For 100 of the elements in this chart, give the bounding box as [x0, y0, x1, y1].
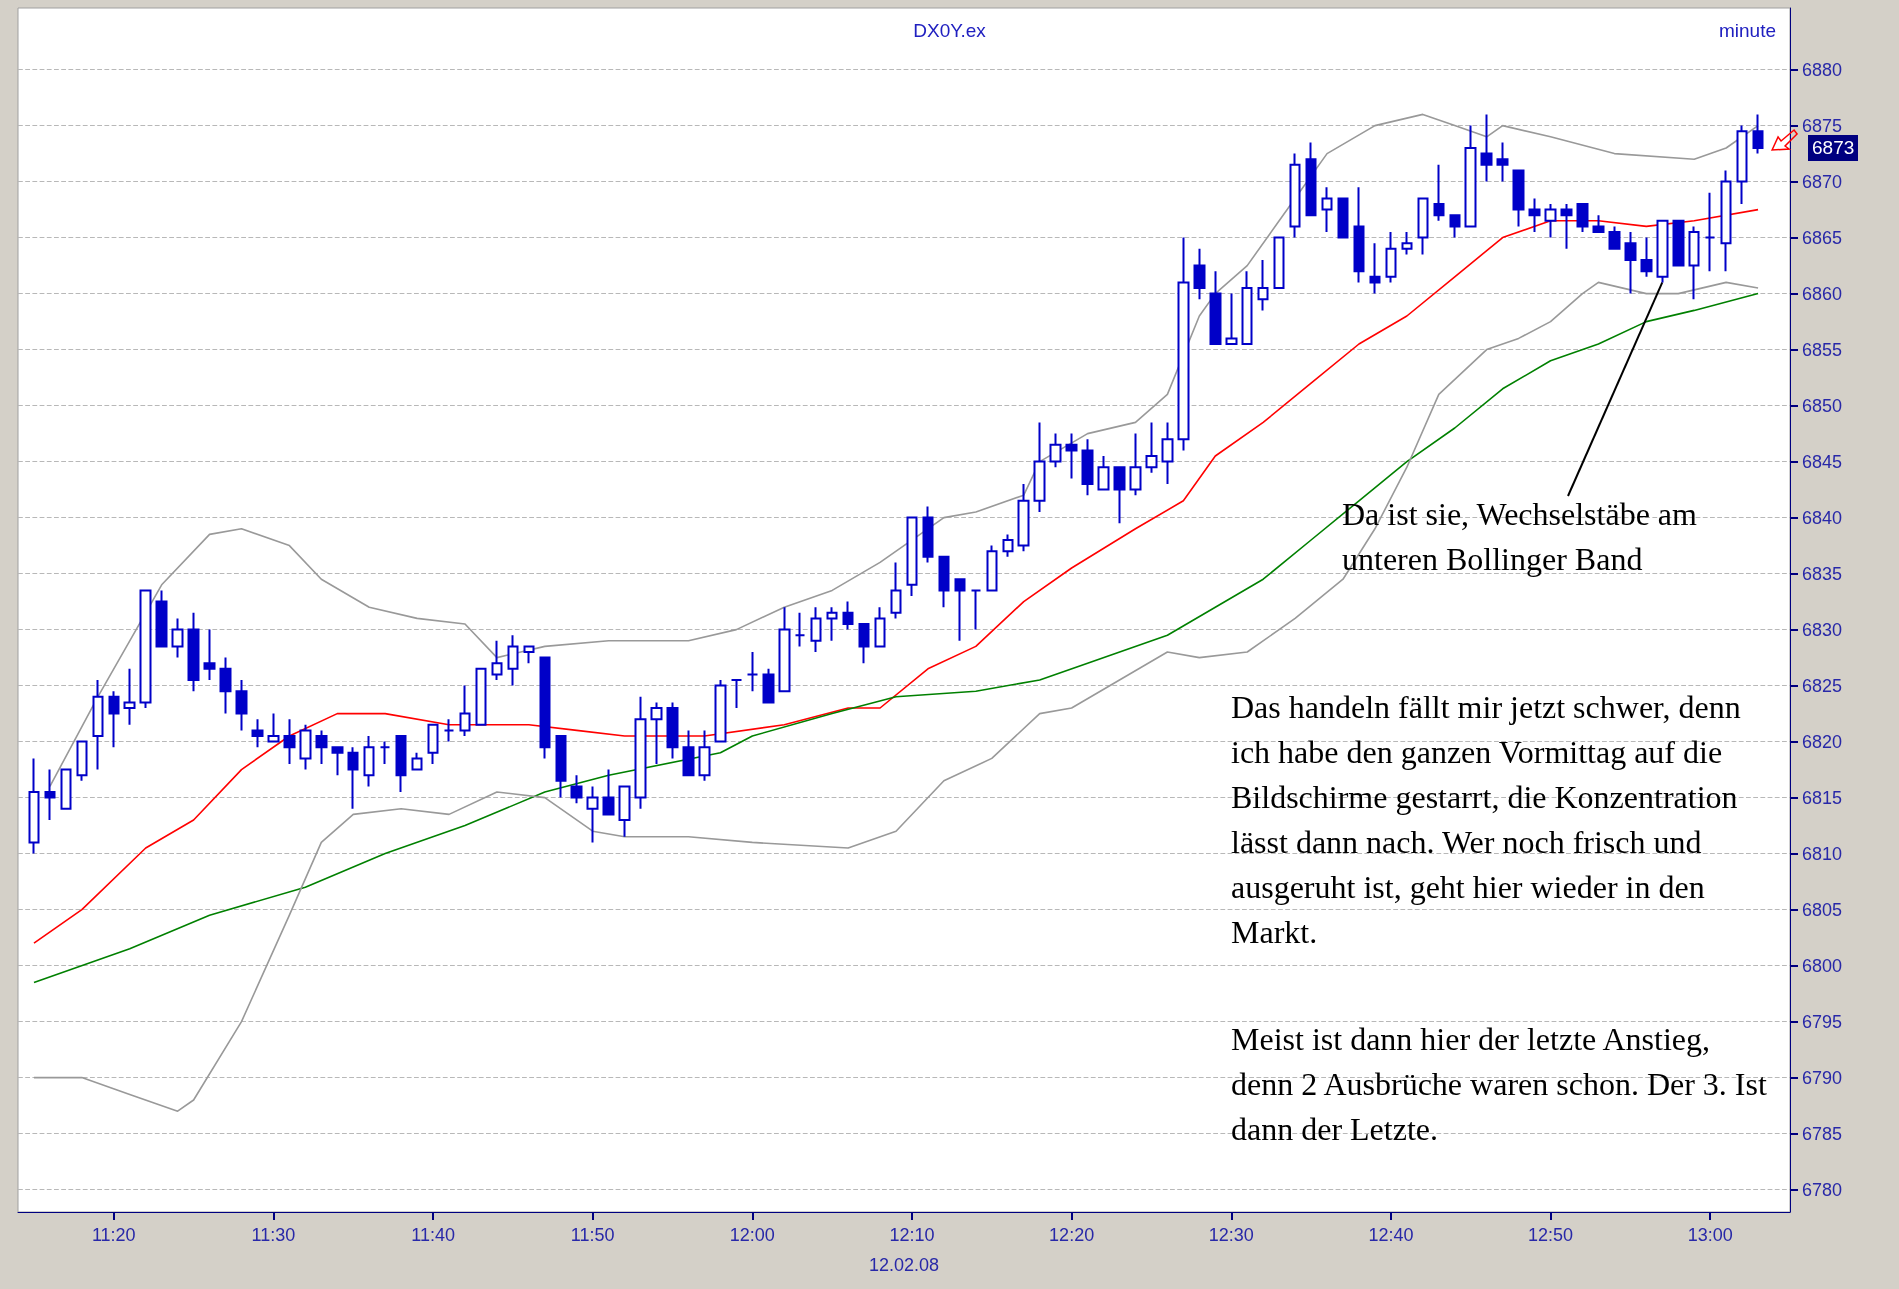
candlestick: [299, 723, 312, 771]
x-tick-label: 12:50: [1528, 1225, 1574, 1245]
y-tick-label: 6860: [1802, 283, 1843, 304]
candlestick: [60, 768, 72, 810]
x-tick-label: 11:40: [411, 1225, 455, 1245]
candlestick: [1449, 214, 1461, 239]
candlestick: [1081, 438, 1094, 497]
candlestick: [1736, 124, 1748, 205]
candlestick: [235, 679, 248, 732]
candlestick: [1241, 270, 1253, 345]
x-tick-label: 13:00: [1687, 1225, 1733, 1245]
candlestick: [1289, 152, 1301, 239]
candlestick: [1672, 219, 1685, 267]
candlestick: [986, 544, 998, 592]
candlestick: [411, 751, 423, 771]
candlestick: [379, 740, 391, 765]
y-tick-label: 6880: [1802, 59, 1843, 80]
y-tick-label: 6790: [1802, 1067, 1843, 1088]
candlestick: [1401, 231, 1413, 256]
candlestick: [1177, 236, 1190, 452]
candlestick: [1161, 421, 1174, 485]
y-tick-label: 6870: [1802, 171, 1843, 192]
y-tick-label: 6795: [1802, 1011, 1843, 1032]
candlestick: [187, 611, 200, 693]
candlestick: [618, 785, 631, 838]
candlestick: [1608, 225, 1621, 250]
candlestick: [171, 617, 184, 659]
candlestick: [1065, 432, 1078, 480]
candlestick: [1337, 197, 1349, 239]
candlestick: [44, 768, 56, 821]
candlestick: [315, 729, 328, 765]
candlestick: [1193, 247, 1206, 301]
candlestick: [634, 695, 647, 810]
candlestick: [1321, 186, 1333, 233]
candlestick: [283, 718, 296, 765]
y-tick-label: 6825: [1802, 675, 1843, 696]
candlestick: [1576, 203, 1589, 233]
candlestick: [219, 656, 232, 715]
candlestick: [570, 774, 583, 805]
candlestick: [1369, 242, 1381, 295]
candlestick: [459, 684, 471, 737]
candlestick: [475, 667, 487, 726]
candlestick: [842, 600, 854, 631]
candlestick: [1049, 432, 1062, 469]
y-tick-label: 6840: [1802, 507, 1843, 528]
candlestick: [1592, 214, 1605, 233]
y-tick-label: 6830: [1802, 619, 1843, 640]
candlestick: [267, 712, 280, 743]
y-tick-label: 6785: [1802, 1123, 1843, 1144]
candlestick: [810, 606, 822, 653]
y-tick-label: 6845: [1802, 451, 1843, 472]
candlestick: [1704, 191, 1716, 273]
candlestick: [1273, 236, 1285, 289]
y-tick-label: 6810: [1802, 843, 1843, 864]
candlestick: [1433, 163, 1445, 222]
annotation: Da ist sie, Wechselstäbe am unteren Bollinger Band: [1342, 495, 1698, 579]
candlestick: [203, 628, 216, 681]
candlestick: [586, 785, 599, 844]
candlestick: [906, 516, 918, 597]
candlestick: [794, 611, 806, 648]
candlestick: [922, 505, 934, 564]
y-tick-label: 6855: [1802, 339, 1843, 360]
candlestick: [1209, 270, 1222, 345]
candlestick: [730, 679, 743, 709]
candlestick: [1113, 466, 1126, 525]
x-tick-label: 12:10: [889, 1225, 935, 1245]
x-axis-title: 12.02.08: [868, 1255, 940, 1275]
candlestick: [427, 723, 439, 765]
candlestick: [1624, 231, 1637, 295]
x-tick-label: 11:20: [91, 1225, 136, 1245]
candlestick: [108, 690, 120, 749]
candlestick: [746, 651, 759, 693]
candlestick: [1496, 141, 1509, 183]
x-tick-label: 12:40: [1368, 1225, 1414, 1245]
candlestick: [1033, 421, 1046, 513]
candlestick: [1017, 483, 1030, 553]
candlestick: [1145, 421, 1158, 474]
candlestick: [363, 735, 375, 788]
candlestick: [28, 757, 40, 855]
candlestick: [331, 746, 344, 777]
candlestick: [826, 606, 838, 642]
candlestick: [666, 701, 679, 760]
text: minute: [1718, 20, 1776, 41]
candlestick: [1560, 203, 1573, 250]
candlestick: [1305, 141, 1317, 217]
candlestick: [507, 634, 519, 687]
candlestick: [1129, 432, 1142, 497]
candlestick: [251, 718, 264, 749]
candlestick: [938, 555, 950, 609]
x-tick-label: 12:30: [1208, 1225, 1254, 1245]
candlestick: [778, 606, 791, 693]
candlestick: [714, 679, 727, 743]
candlestick: [1002, 533, 1014, 558]
candlestick: [1257, 259, 1269, 312]
y-tick-label: 6835: [1802, 563, 1843, 584]
y-tick-label: 6800: [1802, 955, 1843, 976]
y-tick-label: 6780: [1802, 1179, 1843, 1200]
candlestick: [1544, 203, 1557, 239]
candlestick: [1353, 186, 1365, 284]
candlestick: [874, 606, 886, 648]
